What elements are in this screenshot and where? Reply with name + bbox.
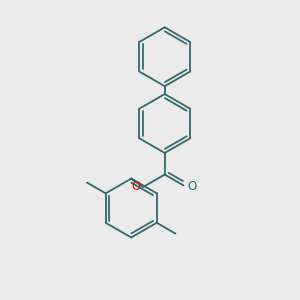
Text: O: O — [187, 180, 196, 193]
Text: O: O — [131, 180, 140, 193]
